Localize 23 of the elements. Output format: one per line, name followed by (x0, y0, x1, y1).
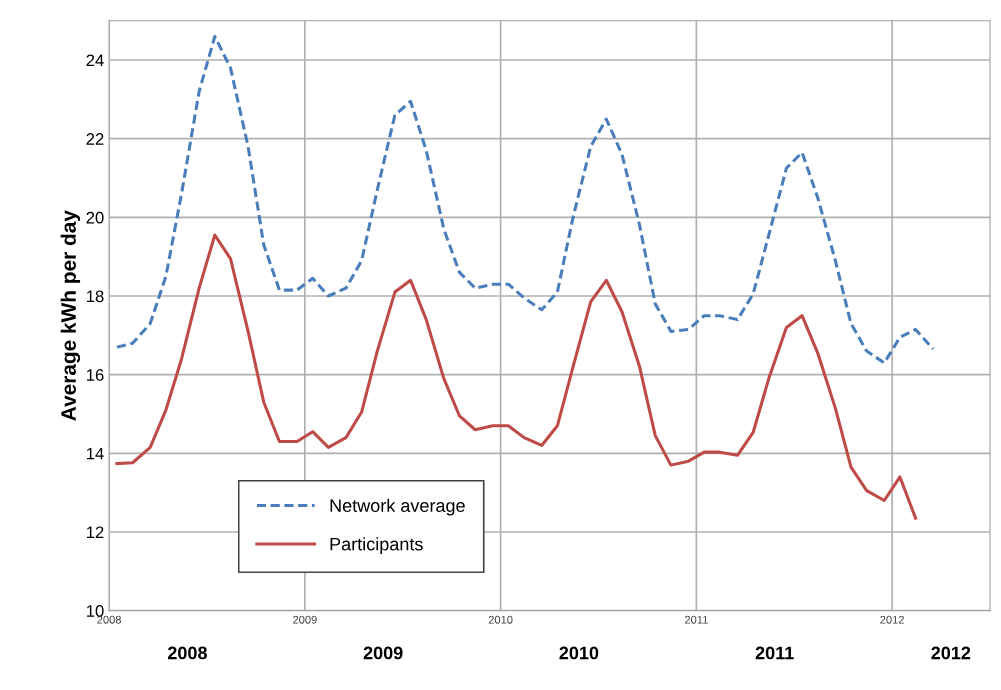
x2-tick-label: 2009 (363, 646, 403, 660)
line-series (115, 233, 918, 520)
y-tick-label: 24 (86, 54, 104, 67)
x-tick-label: 2009 (293, 615, 317, 624)
x-tick-label: 2010 (488, 615, 513, 624)
legend-label: Network average (330, 498, 465, 516)
y-tick-label: 18 (86, 290, 104, 303)
x2-tick-label: 2010 (559, 646, 599, 660)
x-tick-label: 2012 (880, 615, 904, 624)
y-tick-label: 12 (86, 526, 104, 539)
legend-label: Participants (330, 537, 423, 555)
line-series (115, 34, 935, 365)
y-tick-label: 14 (86, 447, 104, 460)
x-tick-label: 2008 (97, 615, 121, 624)
x2-tick-label: 2008 (167, 646, 207, 660)
x2-tick-label: 2011 (755, 646, 794, 660)
y-tick-label: 20 (86, 211, 104, 224)
x-tick-label: 2011 (684, 615, 708, 624)
y-tick-label: 22 (86, 133, 104, 145)
y-tick-label: 10 (86, 605, 104, 617)
y-axis-title: Average kWh per day (60, 210, 81, 421)
y-tick-label: 16 (86, 369, 104, 381)
x2-tick-label: 2012 (931, 646, 971, 660)
